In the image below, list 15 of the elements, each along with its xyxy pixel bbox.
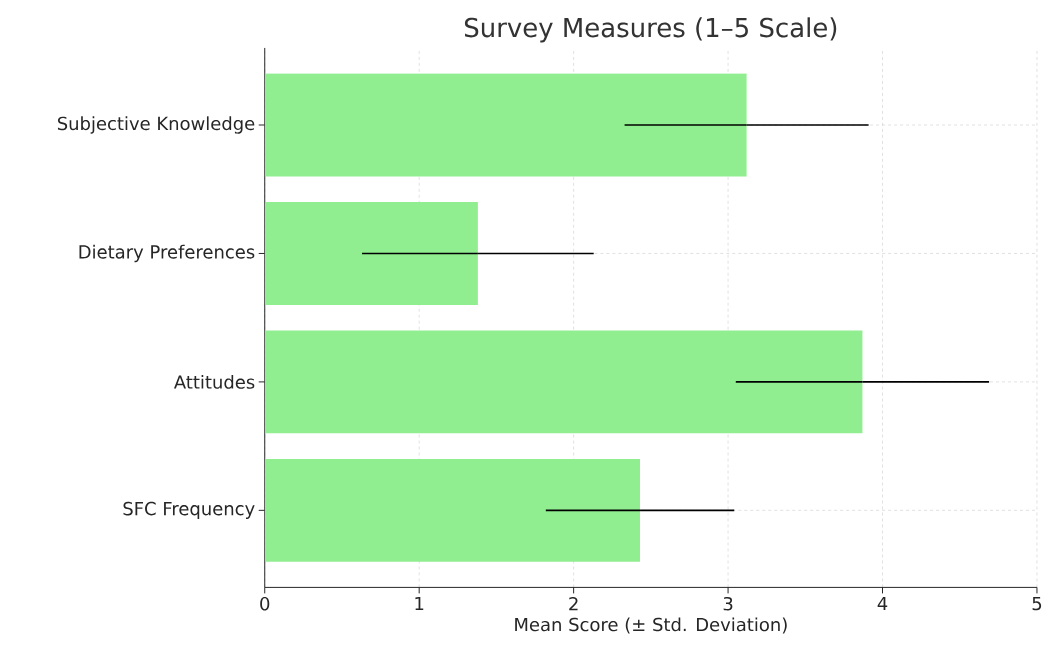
y-tick-label: Attitudes [173, 374, 255, 389]
x-tick-label: 0 [260, 596, 270, 611]
x-tick-label: 4 [877, 596, 888, 610]
chart-title: Survey Measures (1–5 Scale) [464, 17, 837, 43]
x-tick-label: 1 [415, 596, 424, 610]
bar [264, 458, 641, 562]
x-axis-title: Mean Score (± Std. Deviation) [515, 617, 787, 634]
bar [264, 330, 863, 434]
bar [264, 73, 747, 177]
x-tick-label: 5 [1032, 596, 1042, 611]
y-tick-label: Subjective Knowledge [57, 116, 255, 134]
x-tick-label: 3 [723, 596, 733, 611]
y-tick-label: SFC Frequency [123, 501, 255, 519]
y-tick-label: Dietary Preferences [79, 244, 255, 262]
x-tick-label: 2 [569, 596, 578, 611]
